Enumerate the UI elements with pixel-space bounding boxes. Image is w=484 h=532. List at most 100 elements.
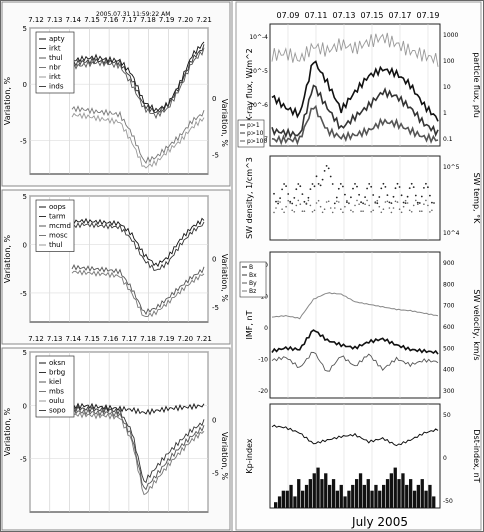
x-tick-label: 7.12	[28, 16, 44, 24]
legend-label: brbg	[49, 369, 65, 377]
density-point	[423, 187, 425, 189]
density-point	[303, 200, 306, 203]
kp-bar	[343, 496, 347, 508]
temp-point	[291, 209, 294, 212]
temp-point	[287, 199, 290, 202]
temp-point	[425, 199, 427, 202]
x-tick-label: 7.13	[47, 335, 63, 343]
temp-point	[417, 203, 419, 205]
temp-point	[374, 202, 377, 204]
plot-area	[269, 251, 441, 399]
y-tick-label: 5	[23, 349, 27, 357]
temp-point	[331, 211, 334, 214]
legend-label: Bz	[249, 288, 256, 295]
kp-bar	[355, 479, 359, 508]
x-tick-label: 7.17	[122, 335, 138, 343]
density-point	[297, 183, 300, 185]
temp-point	[376, 199, 379, 202]
x-tick-label: 07.11	[305, 11, 328, 20]
density-point	[323, 170, 326, 172]
y-axis-label: SW density, 1/cm^3	[245, 157, 254, 239]
density-point	[335, 196, 338, 199]
series-line-mcmd	[71, 264, 205, 316]
temp-point	[410, 211, 413, 213]
legend-label: B	[249, 264, 253, 271]
timestamp: 2005.07.31 11:59:22 AM	[96, 11, 170, 18]
y-axis-label: Variation, %	[3, 408, 12, 457]
density-point	[313, 185, 316, 188]
y-tick-label-right: 0	[443, 455, 447, 462]
series-line-B	[271, 329, 439, 355]
density-point	[317, 183, 320, 185]
temp-point	[305, 203, 308, 205]
kp-bar	[351, 484, 355, 508]
density-point	[339, 183, 342, 185]
legend-label: apty	[49, 35, 65, 43]
temp-point	[358, 203, 360, 205]
y-tick-label-right: 0	[212, 255, 216, 263]
temp-point	[301, 210, 304, 212]
y-tick-label-right: 300	[443, 388, 455, 395]
y-tick-label-right: 10^4	[443, 230, 460, 237]
x-tick-label: 7.17	[122, 16, 138, 24]
density-point	[394, 187, 397, 190]
kp-bar	[370, 490, 374, 508]
temp-point	[309, 204, 312, 207]
temp-point	[293, 211, 296, 213]
density-point	[410, 182, 413, 185]
x-axis-label: July 2005	[351, 515, 408, 529]
density-point	[431, 201, 433, 204]
y-tick-label: 10^-5	[249, 68, 268, 75]
kp-bar	[358, 473, 363, 508]
temp-point	[408, 209, 411, 212]
temp-point	[384, 201, 387, 203]
density-point	[344, 193, 346, 196]
density-point	[384, 186, 387, 188]
temp-point	[327, 200, 330, 203]
kp-bar	[285, 490, 289, 508]
y-axis-label: Variation, %	[3, 77, 12, 126]
density-point	[321, 178, 324, 181]
y-axis-label: Kp-index	[245, 438, 254, 473]
temp-point	[402, 205, 405, 208]
temp-point	[378, 205, 381, 208]
temp-point	[421, 210, 423, 212]
kp-bar	[382, 484, 386, 508]
density-point	[331, 183, 334, 185]
density-point	[368, 183, 371, 185]
y-tick-label: -5	[20, 290, 27, 298]
legend-label: Bx	[249, 272, 257, 279]
temp-point	[404, 199, 407, 202]
plot-area	[269, 155, 441, 241]
y-tick-label-right: 100	[443, 58, 455, 65]
temp-point	[319, 205, 322, 208]
kp-bar	[424, 490, 428, 508]
temp-point	[394, 200, 397, 203]
temp-point	[366, 199, 368, 202]
y-tick-label-right: 0.1	[443, 136, 453, 143]
series-line-Bz	[271, 351, 439, 372]
kp-bar	[312, 473, 316, 508]
temp-point	[281, 208, 283, 210]
series-line-kiel	[71, 408, 205, 491]
kp-bar	[274, 502, 278, 508]
legend-label: sopo	[49, 407, 66, 415]
legend-label: thul	[49, 241, 63, 249]
density-point	[287, 193, 290, 195]
legend-label: irkt	[49, 45, 61, 53]
density-point	[352, 187, 354, 190]
x-tick-label: 7.21	[196, 16, 212, 24]
y-tick-label-right: 500	[443, 345, 455, 352]
temp-point	[321, 211, 324, 214]
legend-label: oulu	[49, 397, 64, 405]
temp-point	[431, 209, 433, 212]
kp-bar	[432, 496, 436, 508]
temp-point	[415, 199, 417, 202]
density-point	[281, 188, 283, 191]
kp-bar	[331, 479, 336, 508]
kp-bar	[328, 484, 332, 508]
temp-point	[433, 202, 435, 204]
y-tick-label-right: 10	[443, 84, 451, 91]
temp-point	[338, 201, 340, 203]
